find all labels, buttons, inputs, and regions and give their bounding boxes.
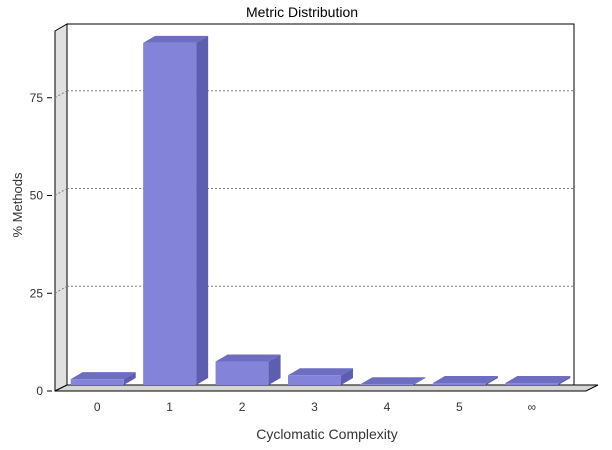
floor-plane bbox=[54, 384, 599, 392]
y-axis-label: % Methods bbox=[10, 172, 25, 238]
bar bbox=[360, 384, 414, 385]
x-tick-label: 4 bbox=[384, 400, 391, 414]
bar-top bbox=[70, 372, 136, 380]
bar-top bbox=[505, 376, 571, 384]
bar bbox=[288, 375, 341, 385]
chart-title: Metric Distribution bbox=[246, 4, 358, 20]
x-tick-label: 1 bbox=[166, 400, 173, 414]
bar bbox=[215, 361, 269, 385]
bar-side bbox=[268, 354, 281, 385]
bar-side bbox=[341, 368, 353, 385]
y-tick-label: 50 bbox=[30, 189, 44, 203]
bar-side bbox=[196, 35, 209, 385]
bar bbox=[432, 383, 486, 385]
bar-top bbox=[215, 354, 281, 362]
bar-side bbox=[123, 372, 136, 385]
bar-top bbox=[360, 377, 426, 385]
x-tick-label: 2 bbox=[239, 400, 246, 414]
bar-side bbox=[558, 376, 571, 385]
back-wall bbox=[66, 23, 575, 386]
y-tick-label: 75 bbox=[30, 91, 44, 105]
bar bbox=[143, 42, 197, 385]
bar bbox=[70, 379, 124, 385]
bar-top bbox=[288, 368, 353, 376]
x-tick-label: 3 bbox=[311, 400, 318, 414]
left-side-wall bbox=[54, 23, 68, 392]
bar bbox=[505, 383, 559, 385]
bar-side bbox=[485, 376, 498, 385]
y-tick-label: 25 bbox=[30, 286, 44, 300]
plot-area: 0 25 50 75 0 1 2 3 4 5 ∞ bbox=[30, 23, 599, 414]
bar-top bbox=[432, 376, 498, 384]
x-tick-label: 5 bbox=[456, 400, 463, 414]
bar-side bbox=[413, 377, 426, 385]
y-tick-label: 0 bbox=[36, 384, 43, 398]
x-tick-label: 0 bbox=[94, 400, 101, 414]
bar-top bbox=[143, 35, 209, 43]
x-tick-label: ∞ bbox=[528, 400, 537, 414]
x-axis-label: Cyclomatic Complexity bbox=[256, 426, 398, 442]
